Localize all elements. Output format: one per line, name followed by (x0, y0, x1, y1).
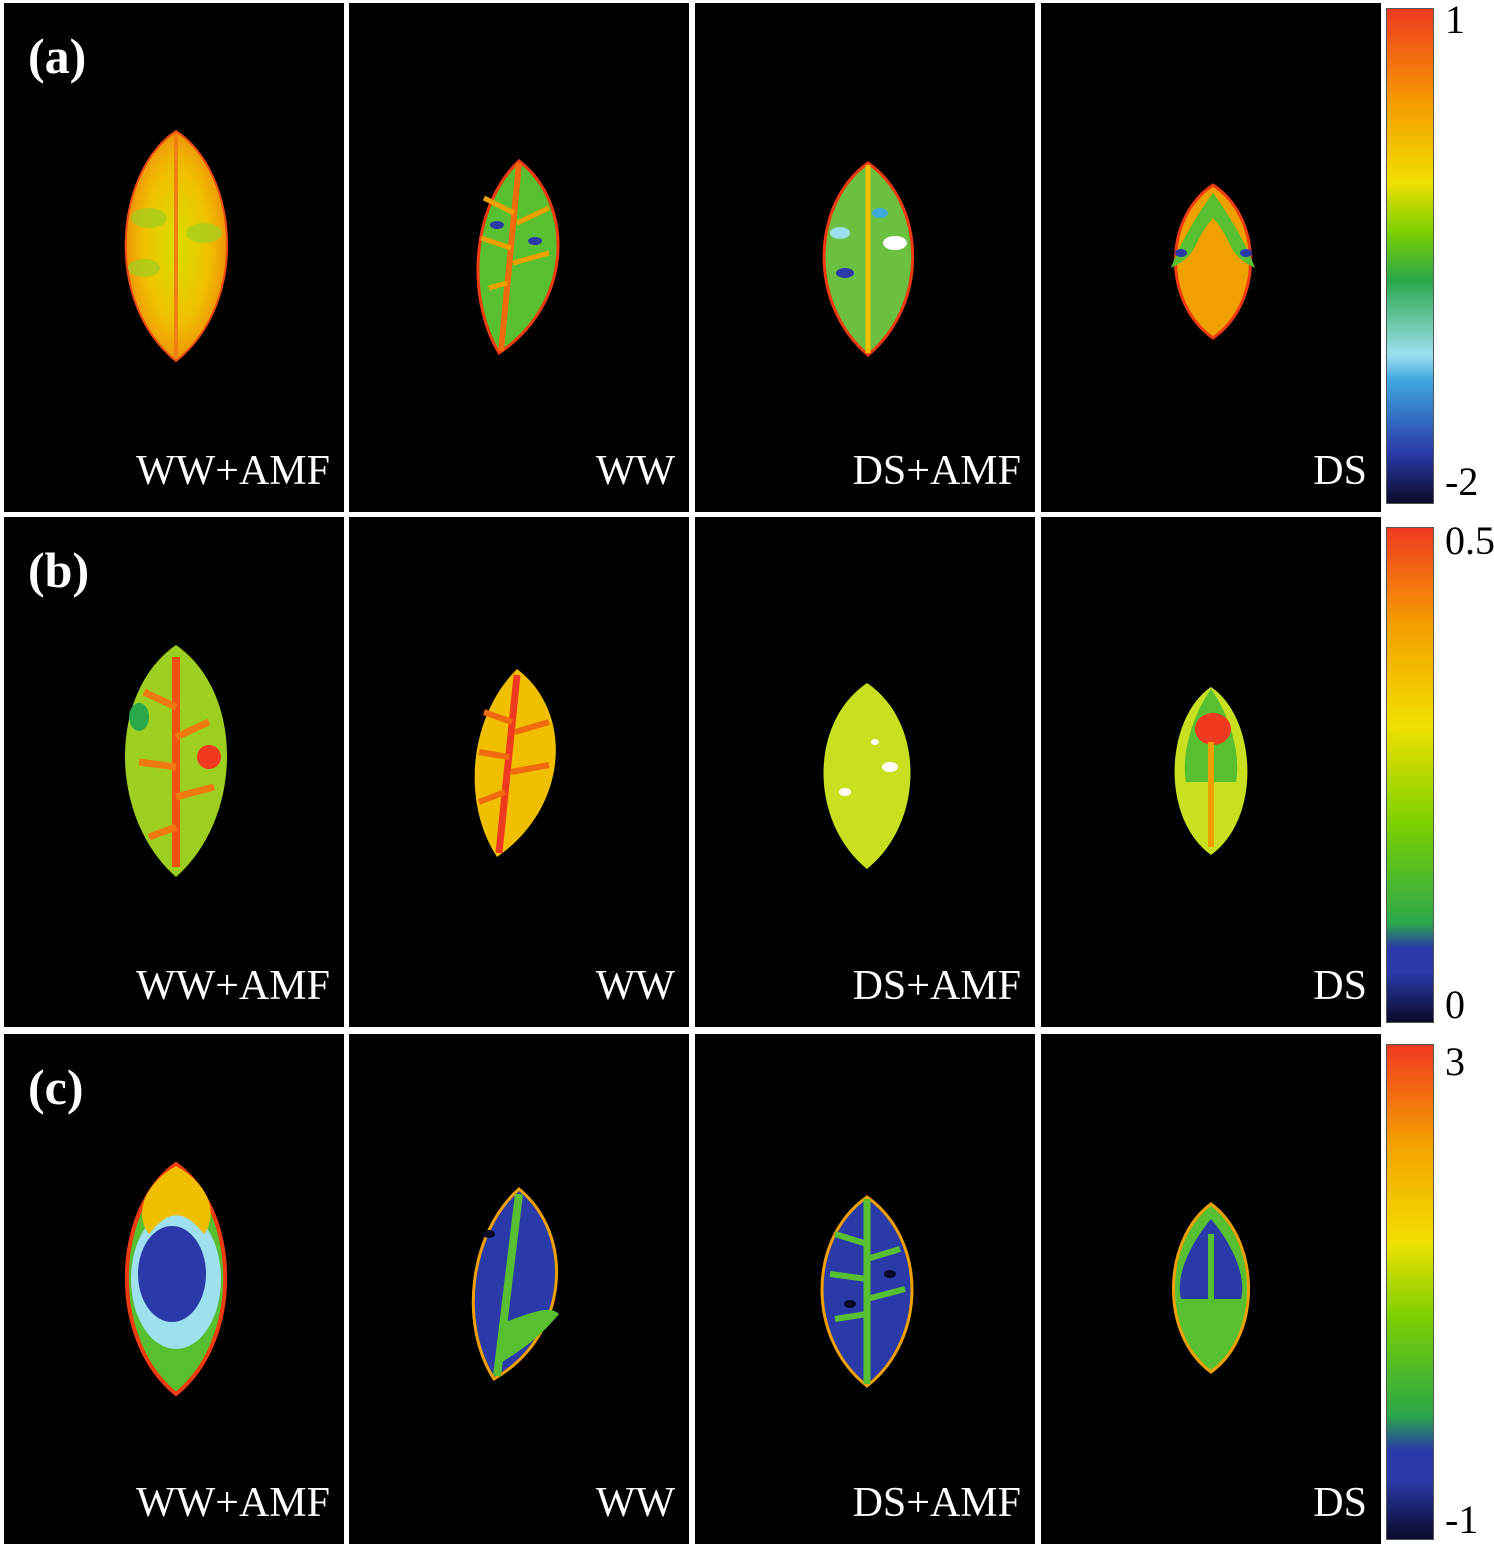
leaf-image (1172, 1202, 1250, 1374)
colorbar-b (1386, 527, 1434, 1023)
colorbar-max: 0.5 (1445, 518, 1494, 563)
panel-b-ww: WW (349, 517, 689, 1027)
colorbar-max: 3 (1445, 1039, 1465, 1084)
leaf-image (125, 645, 227, 877)
row-label: (a) (28, 28, 87, 84)
condition-label: WW+AMF (135, 1480, 330, 1526)
leaf-image (124, 1161, 228, 1397)
condition-label: DS+AMF (852, 963, 1021, 1009)
condition-label: DS (1313, 1480, 1367, 1526)
panel-c-ww-amf: (c) WW+AMF (4, 1034, 344, 1544)
panel-a-ds: DS (1041, 3, 1381, 512)
colorbar-a (1386, 8, 1434, 504)
panel-c-ds-amf: DS+AMF (695, 1034, 1035, 1544)
condition-label: WW (595, 448, 675, 494)
colorbar-min: 0 (1445, 982, 1465, 1027)
leaf-image (823, 683, 911, 869)
leaf-image (476, 159, 560, 356)
panel-b-ds: DS (1041, 517, 1381, 1027)
colorbar-min: -2 (1445, 459, 1479, 504)
colorbar-max: 1 (1445, 0, 1465, 42)
condition-label: WW+AMF (135, 448, 330, 494)
panel-c-ww: WW (349, 1034, 689, 1544)
colorbar-c (1386, 1044, 1434, 1540)
row-label: (b) (28, 542, 90, 598)
leaf-image (822, 161, 915, 357)
colorbar-min: -1 (1445, 1497, 1479, 1542)
panel-b-ww-amf: (b) WW+AMF (4, 517, 344, 1027)
panel-a-ds-amf: DS+AMF (695, 3, 1035, 512)
leaf-image (1174, 687, 1248, 855)
leaf-image (1171, 183, 1255, 340)
condition-label: DS (1313, 448, 1367, 494)
leaf-image (820, 1195, 914, 1388)
panel-b-ds-amf: DS+AMF (695, 517, 1035, 1027)
panel-a-ww-amf: (a) WW+AMF (4, 3, 344, 512)
panel-a-ww: WW (349, 3, 689, 512)
condition-label: WW+AMF (135, 963, 330, 1009)
condition-label: WW (595, 963, 675, 1009)
row-label: (c) (28, 1059, 84, 1115)
leaf-image (124, 129, 228, 363)
condition-label: DS+AMF (852, 1480, 1021, 1526)
leaf-image (474, 669, 556, 857)
condition-label: WW (595, 1480, 675, 1526)
row-a: (a) WW+AMF WW DS+AMF DS (0, 0, 1494, 512)
row-c: (c) WW+AMF WW DS+AMF DS 3 -1 (0, 1034, 1494, 1550)
leaf-image (471, 1187, 559, 1382)
condition-label: DS+AMF (852, 448, 1021, 494)
row-b: (b) WW+AMF WW DS+AMF DS 0.5 0 (0, 517, 1494, 1029)
condition-label: DS (1313, 963, 1367, 1009)
panel-c-ds: DS (1041, 1034, 1381, 1544)
